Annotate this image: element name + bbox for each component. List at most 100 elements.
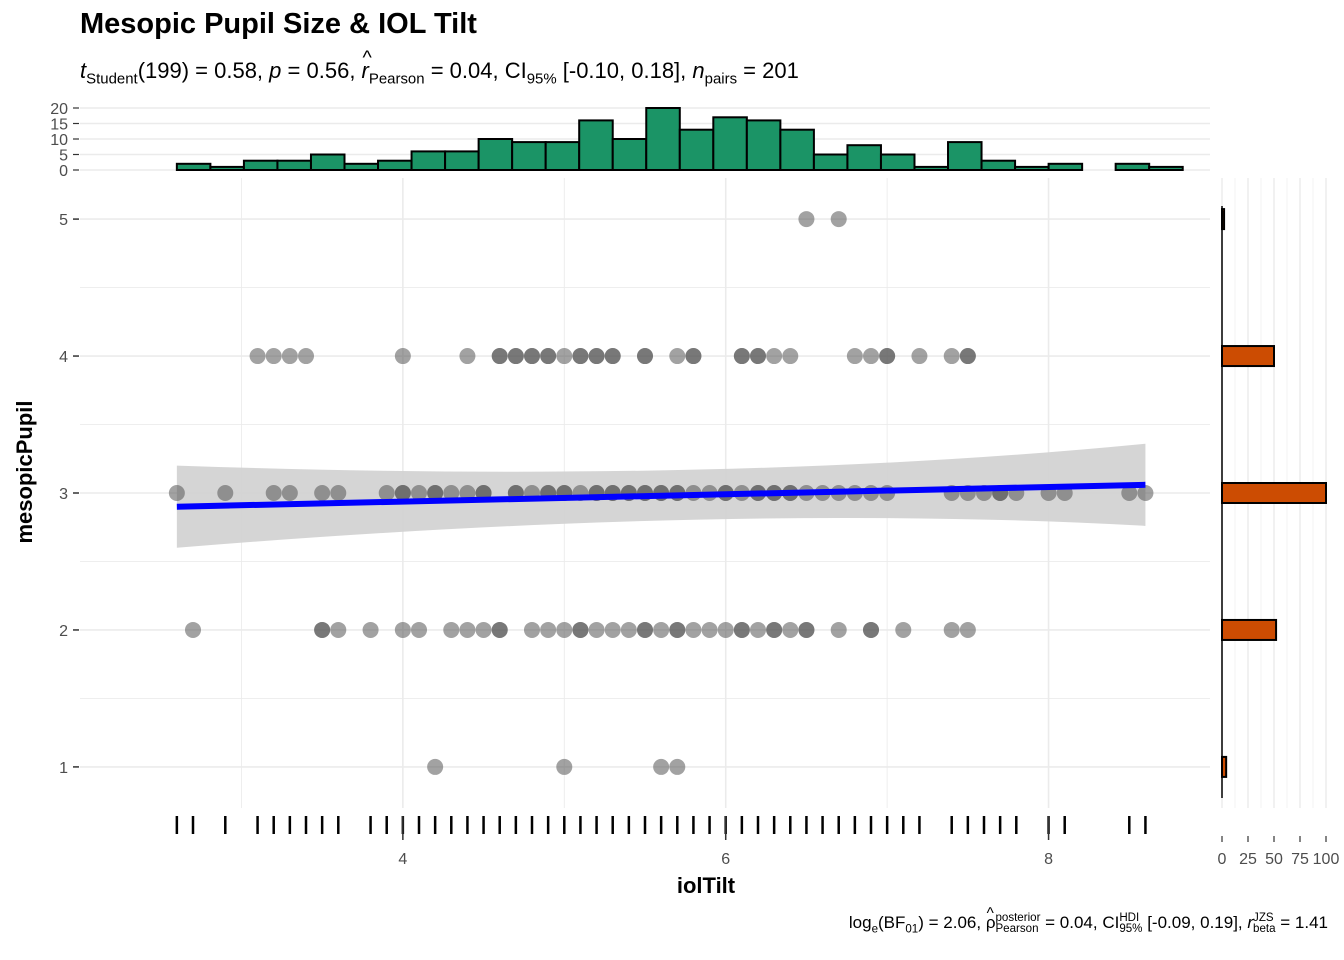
- data-point: [733, 621, 750, 638]
- data-point: [637, 621, 653, 638]
- right-hist-bar: [1221, 208, 1226, 231]
- n-subscript: pairs: [704, 70, 738, 88]
- data-point: [604, 621, 621, 638]
- data-point: [540, 348, 557, 365]
- data-point: [491, 348, 508, 365]
- hdi-value: [-0.09, 0.19],: [1142, 913, 1248, 932]
- data-point: [588, 621, 605, 638]
- right-hist-tick-label: 100: [1313, 851, 1340, 868]
- top-hist-bar: [209, 165, 245, 171]
- data-point: [378, 485, 395, 501]
- n-symbol: n: [692, 58, 705, 83]
- rjzs-symbol: r: [1247, 913, 1254, 932]
- data-point: [733, 348, 750, 365]
- data-point: [281, 348, 298, 365]
- fit-line: [176, 481, 1146, 510]
- data-point: [750, 348, 766, 365]
- data-point: [604, 348, 621, 365]
- ci-subscript: 95%: [526, 70, 557, 88]
- y-tick-label: 5: [59, 212, 68, 229]
- data-point: [943, 621, 960, 638]
- top-hist-tick-label: 15: [50, 117, 68, 134]
- top-hist-bar: [1148, 165, 1184, 171]
- data-point: [669, 348, 686, 365]
- data-point: [620, 621, 637, 638]
- data-point: [265, 348, 282, 365]
- top-hist-tick-label: 20: [50, 101, 68, 118]
- data-point: [314, 485, 331, 501]
- data-point: [572, 621, 589, 638]
- right-hist-tick-label: 0: [1218, 851, 1227, 868]
- top-hist-bar: [745, 119, 782, 171]
- top-hist-bar: [712, 116, 748, 172]
- top-hist-bar: [980, 159, 1017, 171]
- top-hist-bar: [175, 162, 212, 172]
- data-point: [959, 348, 976, 365]
- axes-layer: 4 6 8 1 2 3 4 5: [59, 212, 1053, 868]
- data-point: [330, 621, 347, 638]
- data-point: [572, 348, 589, 365]
- data-point: [394, 621, 411, 638]
- bf-label: (BF: [878, 913, 906, 932]
- top-hist-bar: [343, 162, 380, 172]
- log-label: log: [848, 913, 872, 932]
- data-point: [798, 621, 815, 638]
- data-point: [863, 348, 879, 365]
- data-point: [830, 621, 847, 638]
- top-hist-bar: [611, 138, 648, 171]
- top-hist-bar: [276, 159, 312, 171]
- data-point: [943, 348, 960, 365]
- rho-value: = 0.04, CI: [1040, 913, 1120, 932]
- data-point: [1137, 485, 1154, 501]
- data-point: [1121, 485, 1138, 501]
- rho-symbol: ρ: [986, 905, 996, 933]
- rho-superscript: posterior: [995, 912, 1041, 925]
- data-point: [394, 348, 411, 365]
- data-point: [314, 621, 331, 638]
- data-point: [443, 621, 460, 638]
- r-subscript: Pearson: [368, 70, 425, 88]
- right-histogram: 0 25 50 75 100: [1218, 178, 1340, 868]
- data-point: [766, 348, 783, 365]
- data-point: [491, 621, 508, 638]
- data-point: [459, 485, 476, 501]
- top-hist-tick-label: 5: [59, 148, 68, 165]
- data-point: [782, 348, 799, 365]
- y-tick-label: 2: [59, 623, 68, 640]
- data-point: [750, 621, 766, 638]
- data-point: [556, 348, 573, 365]
- data-point: [556, 758, 573, 775]
- data-point: [895, 621, 912, 638]
- data-point: [588, 348, 605, 365]
- rho-subscript: Pearson: [995, 922, 1039, 935]
- y-tick-label: 1: [59, 760, 68, 777]
- bf-value: ) = 2.06,: [918, 913, 986, 932]
- top-hist-bar: [544, 141, 581, 172]
- top-hist-bar: [309, 153, 346, 171]
- p-value: = 0.56,: [281, 58, 362, 83]
- fit-line-layer: [176, 481, 1146, 510]
- x-tick-label: 8: [1044, 851, 1053, 868]
- x-tick-label: 4: [398, 851, 407, 868]
- rug-layer: [175, 816, 1147, 834]
- data-point: [265, 485, 282, 501]
- top-hist-bar: [444, 150, 480, 171]
- hdi-superscript: HDI: [1119, 912, 1140, 925]
- data-point: [185, 621, 201, 638]
- data-point: [427, 758, 444, 775]
- right-hist-bar: [1221, 755, 1228, 778]
- data-point: [701, 621, 718, 638]
- data-point: [653, 758, 670, 775]
- data-point: [249, 348, 266, 365]
- top-hist-bar: [812, 153, 849, 171]
- data-point: [782, 621, 799, 638]
- p-symbol: p: [269, 58, 282, 83]
- right-hist-bar: [1221, 345, 1275, 368]
- top-hist-bar: [779, 128, 815, 171]
- data-point: [411, 621, 427, 638]
- data-point: [846, 348, 863, 365]
- y-tick-label: 3: [59, 486, 68, 503]
- data-point: [685, 348, 702, 365]
